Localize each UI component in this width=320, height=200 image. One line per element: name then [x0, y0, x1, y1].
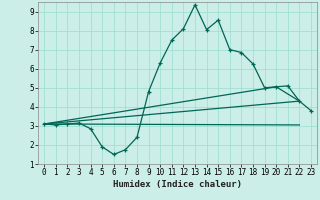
X-axis label: Humidex (Indice chaleur): Humidex (Indice chaleur)	[113, 180, 242, 189]
